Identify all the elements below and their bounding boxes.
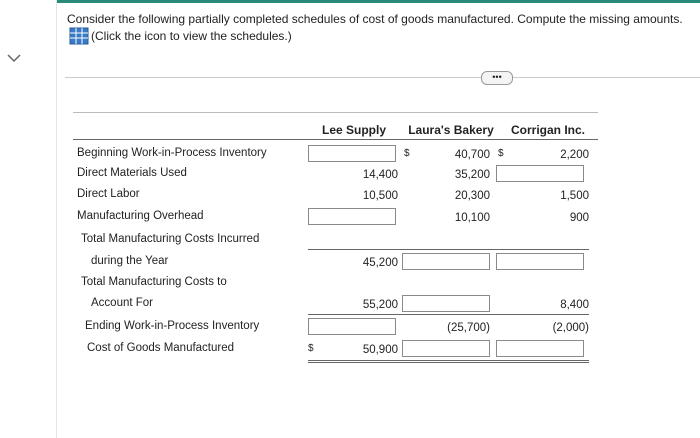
cell-value: 40,700: [454, 149, 490, 161]
input-box[interactable]: [496, 165, 584, 182]
instruction: Consider the following partially complet…: [67, 12, 683, 26]
cell-value: 10,500: [362, 190, 398, 202]
subtotal-rule: [308, 314, 589, 315]
input-box[interactable]: [308, 318, 396, 335]
cell-value: 2,200: [560, 149, 589, 161]
divider: [65, 77, 700, 78]
input-box[interactable]: [402, 295, 490, 312]
cell-value: (25,700): [447, 322, 490, 334]
row-label: during the Year: [91, 255, 169, 267]
row-label: Account For: [91, 297, 153, 309]
row-label: Ending Work-in-Process Inventory: [85, 320, 260, 332]
row-label: Beginning Work-in-Process Inventory: [77, 147, 267, 159]
currency-sign: $: [308, 343, 314, 354]
sidebar: [0, 0, 57, 438]
table-icon[interactable]: [69, 27, 89, 45]
row-label: Total Manufacturing Costs to: [81, 276, 227, 288]
cell-value: 55,200: [362, 299, 398, 311]
cell-value: 35,200: [454, 169, 490, 181]
total-rule: [308, 360, 589, 363]
top-bar: [57, 0, 700, 3]
cell-value: (2,000): [552, 322, 589, 334]
row-label: Total Manufacturing Costs Incurred: [81, 233, 260, 245]
currency-sign: $: [498, 148, 504, 159]
chevron[interactable]: [4, 48, 24, 68]
cell-value: 900: [569, 212, 589, 224]
cell-value: 50,900: [362, 344, 398, 356]
cell-value: 8,400: [560, 299, 589, 311]
input-box[interactable]: [496, 340, 584, 357]
input-box[interactable]: [402, 340, 490, 357]
table-top-rule: [73, 112, 598, 113]
expand-button[interactable]: •••: [481, 71, 513, 85]
input-box[interactable]: [308, 145, 396, 162]
question: Consider the following partially complet…: [57, 0, 700, 438]
cell-value: 45,200: [362, 257, 398, 269]
column-header: Laura's Bakery: [408, 123, 494, 137]
cell-value: 20,300: [454, 190, 490, 202]
input-box[interactable]: [496, 253, 584, 270]
cell-value: 1,500: [560, 190, 589, 202]
row-label: Direct Labor: [77, 188, 140, 200]
row-label: Manufacturing Overhead: [77, 210, 204, 222]
currency-sign: $: [404, 148, 410, 159]
subtotal-rule: [308, 249, 589, 250]
input-box[interactable]: [402, 253, 490, 270]
row-label: Cost of Goods Manufactured: [87, 342, 235, 354]
input-box[interactable]: [308, 208, 396, 225]
column-header: Corrigan Inc.: [510, 123, 585, 137]
cell-value: 14,400: [362, 169, 398, 181]
link-text[interactable]: (Click the icon to view the schedules.): [91, 29, 292, 43]
header-rule: [73, 139, 598, 140]
column-header: Lee Supply: [321, 123, 386, 137]
row-label: Direct Materials Used: [77, 167, 187, 179]
cell-value: 10,100: [454, 212, 490, 224]
